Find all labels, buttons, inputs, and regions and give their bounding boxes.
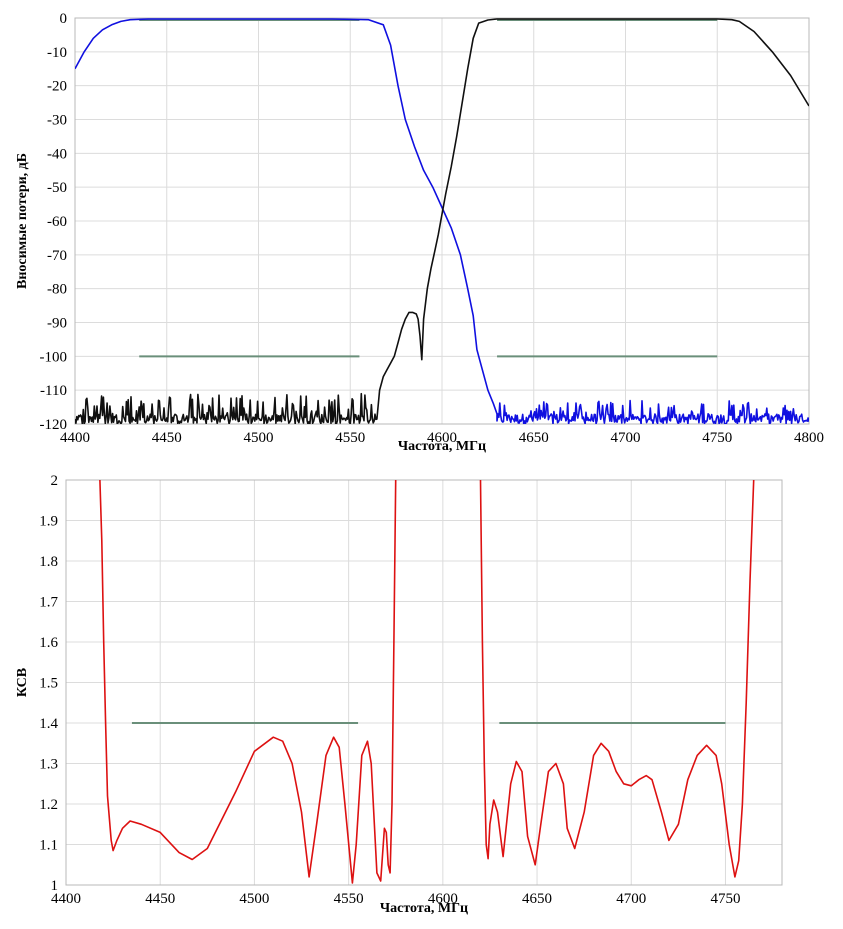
x-tick-label: 4400	[60, 430, 90, 446]
x-tick-label: 4600	[427, 430, 457, 446]
x-tick-label: 4650	[522, 891, 552, 907]
x-tick-label: 4500	[239, 891, 269, 907]
x-tick-label: 4600	[428, 891, 458, 907]
y-tick-label: 1.4	[39, 716, 58, 732]
x-axis-label: Частота, МГц	[380, 901, 468, 916]
series-line-0	[75, 18, 809, 424]
x-tick-label: 4650	[519, 430, 549, 446]
series-line-0	[99, 479, 397, 884]
y-tick-label: -60	[47, 214, 67, 230]
series-line-0	[479, 479, 755, 878]
y-tick-label: 1.3	[39, 757, 58, 773]
y-axis-label: Вносимые потери, дБ	[15, 153, 30, 289]
x-tick-label: 4550	[335, 430, 365, 446]
y-tick-label: -90	[47, 316, 67, 332]
y-tick-label: 1.1	[39, 838, 58, 854]
y-tick-label: -110	[40, 383, 67, 399]
y-tick-label: 0	[60, 11, 68, 27]
x-tick-label: 4800	[794, 430, 824, 446]
y-tick-label: -100	[40, 349, 68, 365]
y-tick-label: -30	[47, 113, 67, 129]
y-tick-label: 1.7	[39, 595, 58, 611]
plot-frame	[74, 17, 810, 425]
x-tick-label: 4500	[244, 430, 274, 446]
y-tick-label: 1.2	[39, 797, 58, 813]
y-tick-label: 1.5	[39, 676, 58, 692]
y-tick-label: 1.6	[39, 635, 58, 651]
y-tick-label: 2	[51, 473, 59, 489]
y-tick-label: -80	[47, 282, 67, 298]
y-tick-label: 1	[51, 878, 59, 894]
insertion-loss-chart: 4400 4450 4500 4550 4600 4650 4700 4750 4800 0 -10…	[15, 11, 824, 454]
plot-area	[99, 479, 755, 884]
plot-frame	[65, 479, 783, 886]
series-line-1	[75, 18, 809, 424]
vswr-chart: 4400 4450 4500 4550 4600 4650 4700 4750 2 1.9 1.8 1…	[15, 473, 783, 916]
x-tick-label: 4700	[616, 891, 646, 907]
y-tick-label: -120	[40, 417, 68, 433]
y-tick-label: -20	[47, 79, 67, 95]
x-tick-label: 4550	[334, 891, 364, 907]
y-tick-label: -70	[47, 248, 67, 264]
y-tick-label: 1.8	[39, 554, 58, 570]
x-tick-label: 4750	[702, 430, 732, 446]
y-tick-label: -10	[47, 45, 67, 61]
x-axis-label: Частота, МГц	[398, 439, 486, 454]
y-tick-label: -40	[47, 146, 67, 162]
y-tick-label: -50	[47, 180, 67, 196]
x-tick-label: 4450	[145, 891, 175, 907]
x-tick-label: 4750	[710, 891, 740, 907]
y-axis-label: КСВ	[15, 668, 30, 697]
x-tick-label: 4400	[51, 891, 81, 907]
plot-area	[75, 18, 809, 424]
x-tick-label: 4700	[611, 430, 641, 446]
y-tick-label: 1.9	[39, 514, 58, 530]
x-tick-label: 4450	[152, 430, 182, 446]
